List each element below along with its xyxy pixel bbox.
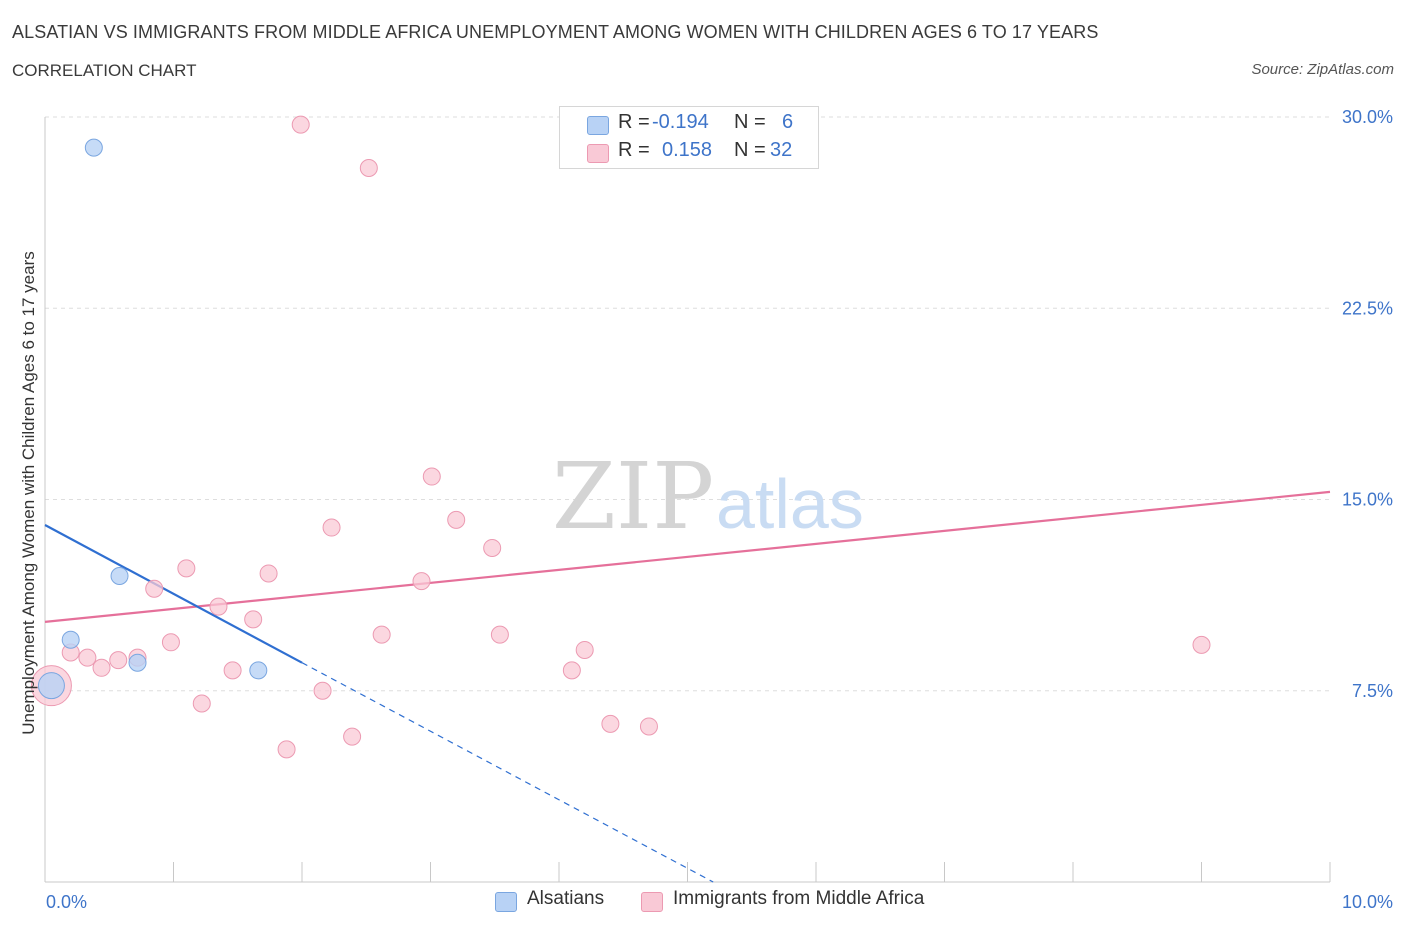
immigrant-point [1192,635,1211,654]
immigrant-point [322,518,341,537]
alsatian-point [249,661,268,680]
stats-legend: R = -0.194 N = 6 R = 0.158 N = 32 [559,106,819,169]
watermark-atlas: atlas [716,465,864,543]
alsatians-trend-extension [301,662,714,883]
stats-row-immigrants: R = 0.158 N = 32 [560,139,818,165]
data-points [30,115,1211,759]
immigrant-point [109,651,128,670]
immigrant-swatch [587,144,609,163]
trend-lines [44,490,1331,883]
immigrant-point [92,658,111,677]
immigrant-point [359,159,378,177]
watermark-zip: ZIP [552,443,714,550]
immigrant-point [177,559,196,578]
n-value: 6 [782,111,794,133]
alsatians-trend-line [44,524,303,664]
immigrant-point [145,579,164,598]
immigrant-point [291,115,310,134]
immigrant-point [277,740,296,759]
immigrant-point [601,714,620,733]
immigrant-point [422,467,441,486]
alsatian-point [110,567,129,585]
legend-alsatians-label: Alsatians [527,888,605,909]
y-tick-label: 7.5% [1352,681,1393,701]
legend-immigrants-swatch [641,892,663,912]
immigrant-point [192,694,211,713]
immigrants-trend-line [44,490,1331,623]
alsatian-point [84,138,103,157]
n-value: 32 [770,139,793,161]
legend-immigrants-label: Immigrants from Middle Africa [673,888,925,909]
stats-row-alsatians: R = -0.194 N = 6 [560,111,818,137]
immigrant-point [161,633,180,652]
y-tick-label: 15.0% [1342,490,1393,510]
immigrant-point [372,625,391,644]
n-label: N = [734,111,766,133]
r-value: -0.194 [652,111,709,133]
immigrant-point [575,640,594,659]
immigrant-point [447,510,466,529]
immigrant-point [78,648,97,667]
r-label: R = [618,139,650,161]
x-tick-label: 10.0% [1342,892,1393,912]
immigrant-point [244,610,263,629]
immigrant-point [483,538,502,557]
alsatian-point [128,653,147,672]
immigrant-point [343,727,362,746]
x-tick-label: 0.0% [46,892,87,912]
immigrant-point [209,597,228,616]
immigrant-point [412,572,431,591]
chart-subtitle: CORRELATION CHART [12,61,197,80]
r-value: 0.158 [662,139,713,161]
alsatian-point [37,672,65,700]
grid-lines [45,116,1330,692]
watermark: ZIP atlas [552,443,864,550]
legend-alsatians-swatch [495,892,517,912]
y-tick-label: 22.5% [1342,298,1393,318]
n-label: N = [734,139,766,161]
immigrant-point [259,564,278,583]
immigrant-point [562,661,581,680]
immigrant-point [223,661,242,680]
tick-labels: 7.5% 15.0% 22.5% 30.0% 0.0% 10.0% [46,107,1393,912]
axes [44,117,1331,883]
y-axis-label: Unemployment Among Women with Children A… [19,251,38,735]
immigrant-point [490,625,509,644]
chart-title: ALSATIAN VS IMMIGRANTS FROM MIDDLE AFRIC… [12,22,1099,42]
alsatian-point [61,630,80,649]
source-label: Source: ZipAtlas.com [1251,61,1394,78]
immigrant-point [313,681,332,700]
r-label: R = [618,111,650,133]
alsatian-swatch [587,116,609,135]
immigrant-point [639,717,658,736]
y-tick-label: 30.0% [1342,107,1393,127]
